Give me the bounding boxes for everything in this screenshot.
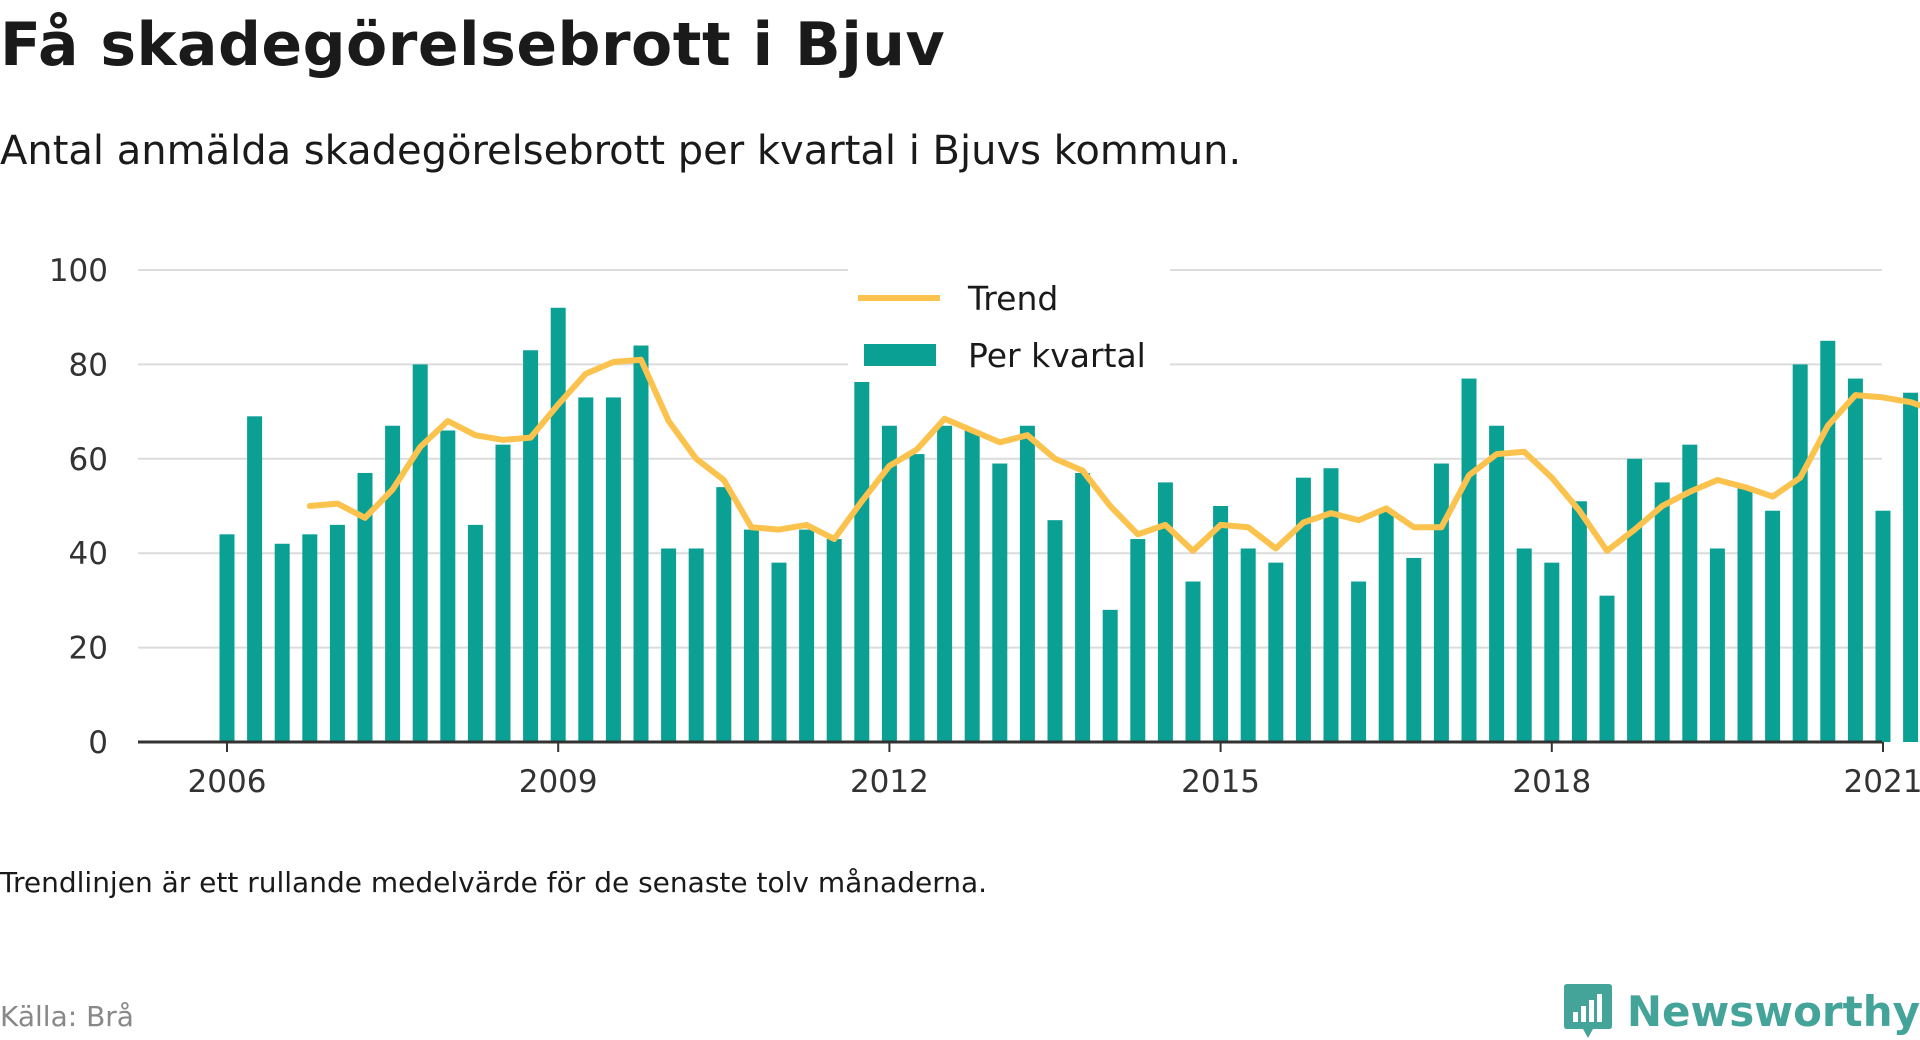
bar: [1323, 468, 1339, 742]
bar: [605, 397, 621, 742]
bar: [1240, 548, 1256, 742]
bar: [633, 345, 649, 742]
bar: [385, 425, 401, 742]
bar: [743, 529, 759, 742]
bar: [412, 364, 428, 742]
bar: [1295, 477, 1311, 742]
bar: [1903, 392, 1919, 742]
bar: [881, 425, 897, 742]
bar: [495, 444, 511, 742]
bar: [1571, 501, 1587, 742]
bar: [826, 539, 842, 742]
bar: [1019, 425, 1035, 742]
bar: [771, 562, 787, 742]
legend-trend-label: Trend: [967, 279, 1058, 318]
x-axis: 2006200920122015201820212023: [138, 740, 1920, 800]
bar: [1461, 378, 1477, 742]
y-axis: 0 20 40 60 80 100: [49, 253, 108, 761]
x-tick-label: 2021: [1844, 764, 1920, 800]
bar: [1157, 482, 1173, 742]
bar: [1627, 458, 1643, 742]
y-tick-label: 100: [49, 253, 108, 289]
bar: [1654, 482, 1670, 742]
y-tick-label: 80: [69, 347, 108, 383]
bar: [247, 416, 263, 742]
bar: [302, 534, 318, 742]
bar: [274, 543, 290, 742]
bar: [1213, 506, 1229, 742]
legend-bar-swatch: [864, 344, 936, 366]
x-tick-label: 2009: [519, 764, 598, 800]
bar: [1709, 548, 1725, 742]
trend-series: [306, 356, 1920, 554]
brand-name: Newsworthy: [1626, 986, 1920, 1036]
bar: [1268, 562, 1284, 742]
x-tick-label: 2015: [1181, 764, 1260, 800]
bar: [1075, 472, 1091, 742]
chart-subtitle: Antal anmälda skadegörelsebrott per kvar…: [0, 128, 1242, 174]
bar: [1378, 510, 1394, 742]
bar: [937, 425, 953, 742]
source-credit: Källa: Brå: [0, 1000, 134, 1033]
bar: [1489, 425, 1505, 742]
y-tick-label: 60: [69, 442, 108, 478]
bar: [1130, 539, 1146, 742]
bar: [1599, 595, 1615, 742]
legend-bar-label: Per kvartal: [968, 336, 1146, 375]
bar: [1102, 609, 1118, 742]
brand-logo[interactable]: Newsworthy: [1563, 982, 1920, 1040]
bar: [1185, 581, 1201, 742]
bar: [1765, 510, 1781, 742]
legend: Trend Per kvartal: [848, 264, 1170, 382]
bar: [440, 430, 456, 742]
bar: [1847, 378, 1863, 742]
bar: [1875, 510, 1891, 742]
bar: [909, 454, 925, 742]
bar: [467, 524, 483, 742]
bar: [1737, 487, 1753, 742]
bar: [219, 534, 235, 742]
bar: [1544, 562, 1560, 742]
trend-line: [306, 356, 1920, 554]
x-tick-label: 2012: [850, 764, 929, 800]
y-tick-label: 40: [69, 536, 108, 572]
bar: [1351, 581, 1367, 742]
x-tick-label: 2006: [188, 764, 267, 800]
bar: [1820, 340, 1836, 742]
bar: [661, 548, 677, 742]
x-tick-label: 2018: [1512, 764, 1591, 800]
bar: [964, 430, 980, 742]
bar: [523, 350, 539, 742]
footnote: Trendlinjen är ett rullande medelvärde f…: [0, 866, 988, 899]
bar: [1047, 520, 1063, 742]
bar: [1433, 463, 1449, 742]
bar: [1792, 364, 1808, 742]
newsworthy-icon: [1563, 984, 1612, 1038]
y-tick-label: 0: [88, 725, 108, 761]
bar: [716, 487, 732, 742]
bar-series: [219, 307, 1919, 742]
bar: [329, 524, 345, 742]
bar: [1516, 548, 1532, 742]
bar: [688, 548, 704, 742]
bar: [1682, 444, 1698, 742]
bar: [578, 397, 594, 742]
bar: [799, 529, 815, 742]
chart-title: Få skadegörelsebrott i Bjuv: [0, 10, 946, 80]
bar: [550, 307, 566, 742]
y-tick-label: 20: [69, 631, 108, 667]
bar: [992, 463, 1008, 742]
bar: [357, 472, 373, 742]
bar: [854, 369, 870, 742]
bar: [1406, 557, 1422, 742]
